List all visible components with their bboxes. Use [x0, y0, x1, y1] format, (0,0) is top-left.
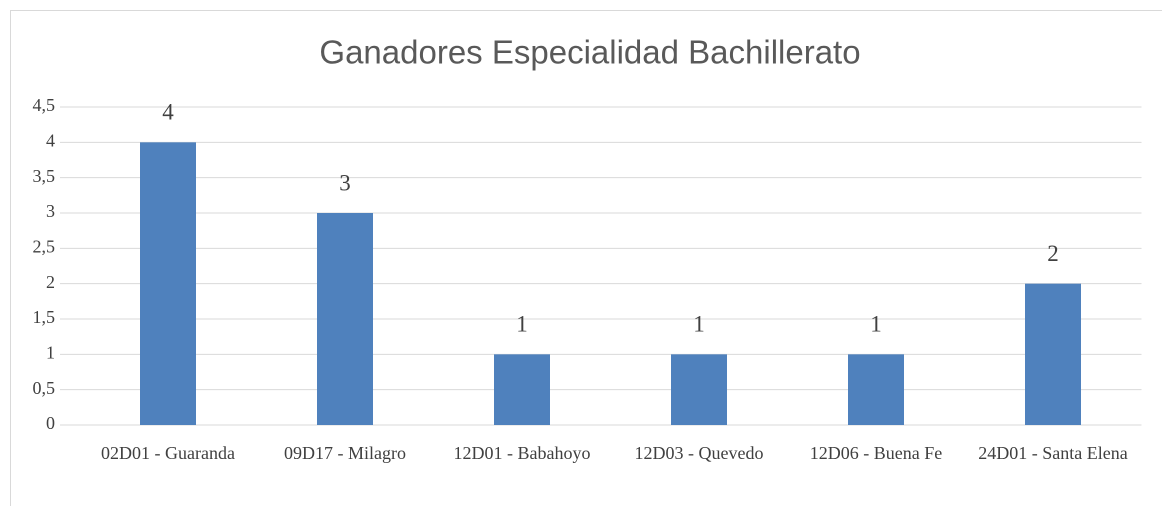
bar — [671, 354, 727, 425]
y-tick-label: 0,5 — [33, 378, 56, 398]
y-tick-label: 4 — [46, 130, 55, 150]
y-tick-label: 3,5 — [33, 166, 56, 186]
data-label: 3 — [339, 170, 351, 195]
x-tick-label: 12D01 - Babahoyo — [454, 443, 591, 463]
y-tick-label: 1,5 — [33, 307, 56, 327]
bar — [317, 213, 373, 425]
y-tick-label: 4,5 — [33, 95, 56, 115]
y-tick-label: 3 — [46, 201, 55, 221]
data-label: 1 — [693, 312, 705, 337]
data-label: 1 — [516, 312, 528, 337]
y-tick-label: 0 — [46, 413, 55, 433]
y-tick-label: 2,5 — [33, 236, 56, 256]
chart-frame — [10, 10, 1162, 506]
y-tick-label: 1 — [46, 342, 55, 362]
bar — [494, 354, 550, 425]
bar — [140, 142, 196, 426]
bar — [848, 354, 904, 425]
data-label: 4 — [162, 100, 174, 125]
data-label: 2 — [1047, 241, 1059, 266]
x-tick-label: 09D17 - Milagro — [284, 443, 406, 463]
bar — [1025, 283, 1081, 425]
x-tick-label: 12D06 - Buena Fe — [810, 443, 942, 463]
x-tick-label: 12D03 - Quevedo — [635, 443, 764, 463]
data-label: 1 — [870, 312, 882, 337]
x-tick-label: 02D01 - Guaranda — [101, 443, 235, 463]
y-tick-label: 2 — [46, 272, 55, 292]
chart-title: Ganadores Especialidad Bachillerato — [319, 34, 860, 71]
x-tick-label: 24D01 - Santa Elena — [978, 443, 1127, 463]
